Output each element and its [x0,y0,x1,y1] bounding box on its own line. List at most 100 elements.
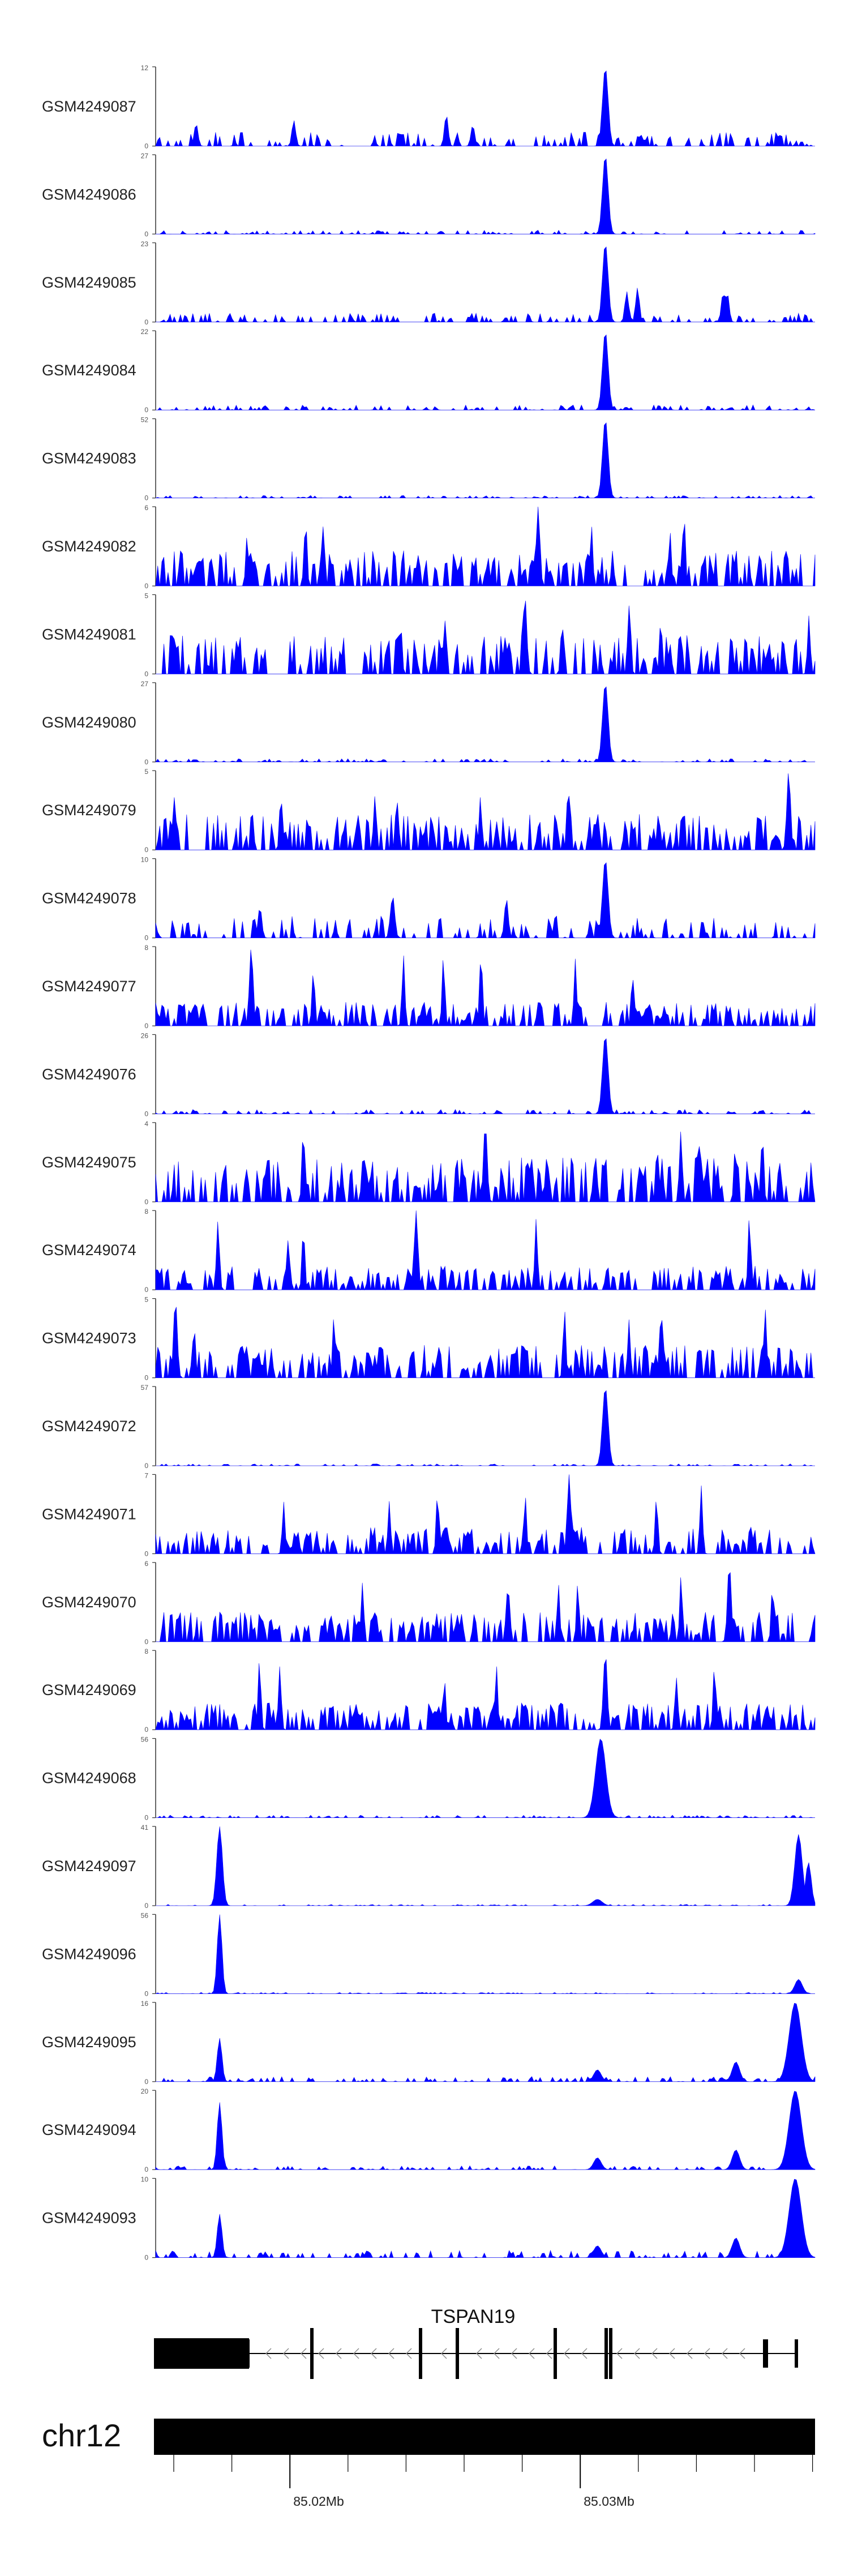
y-min-label: 0 [144,1198,148,1206]
strand-arrow [494,2348,500,2359]
track-label: GSM4249095 [42,2034,136,2051]
strand-arrow [739,2348,745,2359]
y-min-label: 0 [144,1110,148,1118]
y-min-label: 0 [144,1286,148,1294]
strand-arrow [336,2348,342,2359]
signal-area [155,1914,815,1994]
signal-area [155,2179,816,2258]
strand-arrow [529,2348,535,2359]
y-max-label: 6 [144,504,148,512]
track-GSM4249078: GSM4249078 10 0 [42,856,816,942]
exon-mark [246,2339,250,2368]
strand-arrow [353,2348,359,2359]
x-tick-label-1: 85.02Mb [293,2494,344,2509]
chromosome-ideogram: chr12 85.02Mb 85.03Mb [42,2417,815,2509]
track-label: GSM4249082 [42,538,136,555]
track-label: GSM4249077 [42,978,136,995]
signal-area [156,334,816,410]
exon-mark [795,2339,798,2368]
signal-area [156,246,815,323]
track-GSM4249083: GSM4249083 52 0 [42,416,815,502]
signal-area [155,70,815,147]
track-GSM4249095: GSM4249095 16 0 [42,2000,816,2086]
signal-area [156,2002,816,2082]
y-min-label: 0 [144,1814,148,1822]
y-min-label: 0 [144,934,148,942]
track-GSM4249070: GSM4249070 6 0 [42,1560,816,1646]
signal-area [155,862,816,939]
y-max-label: 56 [141,1736,149,1744]
track-label: GSM4249073 [42,1330,136,1347]
y-min-label: 0 [144,230,148,238]
y-max-label: 20 [141,2087,149,2095]
y-min-label: 0 [144,582,148,590]
track-GSM4249080: GSM4249080 27 0 [42,680,815,766]
track-label: GSM4249081 [42,626,136,643]
track-label: GSM4249078 [42,890,136,907]
track-GSM4249077: GSM4249077 8 0 [42,944,816,1030]
track-GSM4249093: GSM4249093 10 0 [42,2176,816,2262]
y-max-label: 10 [141,2176,149,2184]
y-min-label: 0 [144,1638,148,1646]
track-label: GSM4249080 [42,714,136,731]
y-max-label: 10 [141,856,149,864]
track-label: GSM4249083 [42,450,136,467]
strand-arrow [564,2348,570,2359]
track-label: GSM4249069 [42,1681,136,1698]
exon-mark [609,2328,612,2379]
y-max-label: 8 [144,944,148,952]
track-GSM4249073: GSM4249073 5 0 [42,1296,815,1382]
y-max-label: 8 [144,1648,148,1655]
y-max-label: 41 [141,1824,149,1832]
track-GSM4249096: GSM4249096 56 0 [42,1911,815,1997]
track-GSM4249076: GSM4249076 26 0 [42,1032,815,1118]
exon-mark [419,2328,422,2379]
y-min-label: 0 [144,670,148,678]
exon-mark [604,2328,608,2379]
track-GSM4249097: GSM4249097 41 0 [42,1824,816,1910]
strand-arrows [265,2348,745,2359]
y-min-label: 0 [144,2078,148,2086]
chromosome-bar [154,2419,815,2455]
exon-mark [160,2339,164,2368]
signal-area [156,1572,816,1642]
track-label: GSM4249085 [42,274,136,291]
exon-mark [456,2328,459,2379]
y-max-label: 57 [141,1384,149,1392]
signal-area [156,1826,816,1906]
gene-name: TSPAN19 [431,2306,516,2327]
y-min-label: 0 [144,142,148,150]
exon-mark [763,2339,768,2368]
y-max-label: 4 [144,1120,148,1128]
track-label: GSM4249068 [42,1770,136,1787]
gene-annotation-track: TSPAN19 [154,2306,798,2379]
gene-exons [154,2328,798,2379]
y-min-label: 0 [144,1550,148,1557]
x-tick-label-2: 85.03Mb [584,2494,634,2509]
signal-area [156,1739,815,1818]
track-label: GSM4249076 [42,1066,136,1082]
signal-area [155,1307,815,1379]
strand-arrow [283,2348,289,2359]
y-max-label: 56 [141,1911,149,1919]
exon-mark [310,2328,314,2379]
y-max-label: 5 [144,592,148,600]
track-GSM4249086: GSM4249086 27 0 [42,152,816,238]
strand-arrow [441,2348,447,2359]
y-min-label: 0 [144,1462,148,1470]
strand-arrow [687,2348,693,2359]
y-max-label: 27 [141,152,149,160]
track-label: GSM4249071 [42,1505,136,1522]
track-label: GSM4249097 [42,1858,136,1875]
track-GSM4249079: GSM4249079 5 0 [42,768,816,854]
signal-area [155,773,816,851]
signal-area [155,1474,816,1555]
track-GSM4249082: GSM4249082 6 0 [42,504,816,590]
y-max-label: 52 [141,416,149,424]
signal-area [155,949,816,1027]
strand-arrow [651,2348,658,2359]
y-max-label: 6 [144,1560,148,1568]
y-min-label: 0 [144,318,148,326]
y-max-label: 16 [141,2000,149,2008]
y-min-label: 0 [144,1989,148,1997]
